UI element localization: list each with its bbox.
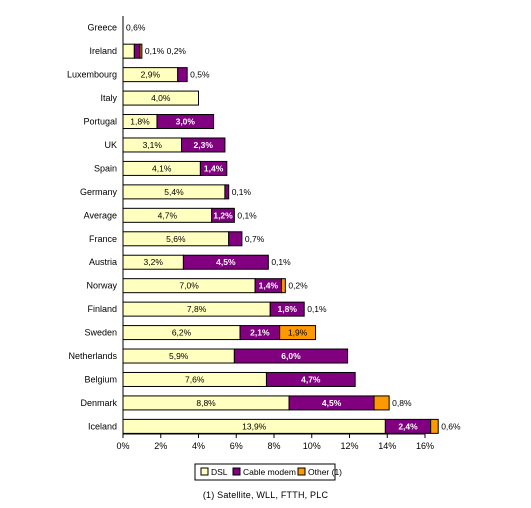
data-label-cable-modem-sweden: 2,1%	[250, 328, 270, 338]
x-tick-label-7: 14%	[378, 441, 396, 451]
data-label-cable-modem-belgium: 4,7%	[301, 374, 321, 384]
bar-other-1-sweden	[279, 325, 317, 341]
outside-label-denmark: 0,8%	[392, 398, 412, 408]
outside-label-average: 0,1%	[237, 210, 257, 220]
data-label-dsl-norway: 7,0%	[179, 281, 199, 291]
outside-label-norway: 0,2%	[288, 281, 308, 291]
bars-layer: Greece 0,6% Ireland 0,1% 0,2% Luxembourg 2,9%…	[67, 23, 461, 434]
category-label-finland: Finland	[87, 304, 117, 314]
bar-cable-modem-luxembourg	[177, 67, 188, 83]
bar-cable-modem-netherlands	[233, 348, 349, 364]
data-label-cable-modem-norway: 1,4%	[259, 281, 279, 291]
legend-label-other-1: Other (1)	[308, 467, 342, 477]
category-label-austria: Austria	[89, 257, 117, 267]
category-label-ireland: Ireland	[89, 46, 117, 56]
bar-cable-modem-ireland	[133, 43, 141, 59]
bar-cable-modem-france	[228, 231, 243, 247]
bar-other-1-norway	[281, 278, 286, 294]
x-tick-label-4: 8%	[267, 441, 280, 451]
data-label-dsl-portugal: 1,8%	[130, 117, 150, 127]
footnote: (1) Satellite, WLL, FTTH, PLC	[202, 490, 329, 500]
category-label-spain: Spain	[94, 163, 117, 173]
category-label-sweden: Sweden	[84, 328, 117, 338]
data-label-dsl-sweden: 6,2%	[172, 328, 192, 338]
data-label-cable-modem-finland: 1,8%	[278, 304, 298, 314]
data-label-cable-modem-spain: 1,4%	[204, 163, 224, 173]
x-tick-label-2: 4%	[192, 441, 205, 451]
category-label-france: France	[89, 234, 117, 244]
data-label-cable-modem-average: 1,2%	[213, 210, 233, 220]
bar-dsl-ireland	[122, 43, 135, 59]
bar-other-1-denmark	[373, 395, 390, 411]
data-label-dsl-germany: 5,4%	[164, 187, 184, 197]
data-label-dsl-iceland: 13,9%	[242, 421, 267, 431]
outside-label-finland: 0,1%	[307, 304, 327, 314]
x-axis: 0% 2% 4% 6% 8% 10% 12% 14% 16%	[116, 16, 434, 451]
data-label-dsl-uk: 3,1%	[143, 140, 163, 150]
bar-cable-modem-portugal	[156, 114, 215, 130]
bar-cable-modem-average	[211, 207, 235, 223]
bar-other-1-iceland	[430, 418, 439, 434]
category-label-iceland: Iceland	[88, 421, 117, 431]
legend-label-cable-modem: Cable modem	[243, 467, 296, 477]
x-tick-label-5: 10%	[303, 441, 321, 451]
data-label-dsl-belgium: 7,6%	[185, 374, 205, 384]
data-label-dsl-finland: 7,8%	[187, 304, 207, 314]
category-label-norway: Norway	[86, 281, 117, 291]
data-label-cable-modem-denmark: 4,5%	[322, 398, 342, 408]
category-label-italy: Italy	[100, 93, 117, 103]
outside-label-france: 0,7%	[245, 234, 265, 244]
outside-label-luxembourg: 0,5%	[190, 70, 210, 80]
data-label-cable-modem-austria: 4,5%	[216, 257, 236, 267]
category-label-average: Average	[84, 210, 117, 220]
data-label-cable-modem-uk: 2,3%	[194, 140, 214, 150]
category-label-belgium: Belgium	[84, 374, 117, 384]
data-label-cable-modem-netherlands: 6,0%	[281, 351, 301, 361]
data-label-dsl-france: 5,6%	[166, 234, 186, 244]
bar-cable-modem-spain	[199, 160, 228, 176]
data-label-cable-modem-iceland: 2,4%	[398, 421, 418, 431]
data-label-dsl-luxembourg: 2,9%	[141, 70, 161, 80]
data-label-dsl-average: 4,7%	[158, 210, 178, 220]
category-label-denmark: Denmark	[80, 398, 117, 408]
outside-label-austria: 0,1%	[271, 257, 291, 267]
category-label-germany: Germany	[80, 187, 118, 197]
x-tick-label-1: 2%	[154, 441, 167, 451]
legend-label-dsl: DSL	[211, 467, 228, 477]
legend-swatch-cable-modem	[232, 467, 241, 476]
legend-swatch-other-1	[297, 467, 306, 476]
data-label-dsl-austria: 3,2%	[144, 257, 164, 267]
outside-label-germany: 0,1%	[232, 187, 252, 197]
outside-label-ireland: 0,1% 0,2%	[145, 46, 187, 56]
data-label-cable-modem-portugal: 3,0%	[176, 117, 196, 127]
bar-cable-modem-finland	[269, 301, 305, 317]
data-label-dsl-netherlands: 5,9%	[169, 351, 189, 361]
data-label-dsl-spain: 4,1%	[152, 163, 172, 173]
data-label-other-1-sweden: 1,9%	[288, 328, 308, 338]
legend: DSL Cable modem Other (1)	[194, 463, 342, 481]
category-label-luxembourg: Luxembourg	[67, 70, 117, 80]
x-tick-label-0: 0%	[116, 441, 129, 451]
category-label-greece: Greece	[87, 23, 117, 33]
bar-cable-modem-belgium	[265, 371, 356, 387]
bar-other-1-ireland	[139, 43, 143, 59]
category-label-netherlands: Netherlands	[68, 351, 117, 361]
bar-cable-modem-germany	[224, 184, 230, 200]
x-tick-label-8: 16%	[416, 441, 434, 451]
data-label-dsl-italy: 4,0%	[151, 93, 171, 103]
outside-label-iceland: 0,6%	[441, 421, 461, 431]
x-tick-label-6: 12%	[340, 441, 358, 451]
category-label-portugal: Portugal	[83, 117, 117, 127]
bar-cable-modem-austria	[182, 254, 269, 270]
legend-swatch-dsl	[200, 467, 209, 476]
category-label-uk: UK	[104, 140, 117, 150]
bar-cable-modem-uk	[181, 137, 226, 153]
x-tick-label-3: 6%	[230, 441, 243, 451]
data-label-dsl-denmark: 8,8%	[196, 398, 216, 408]
outside-label-greece: 0,6%	[126, 23, 146, 33]
